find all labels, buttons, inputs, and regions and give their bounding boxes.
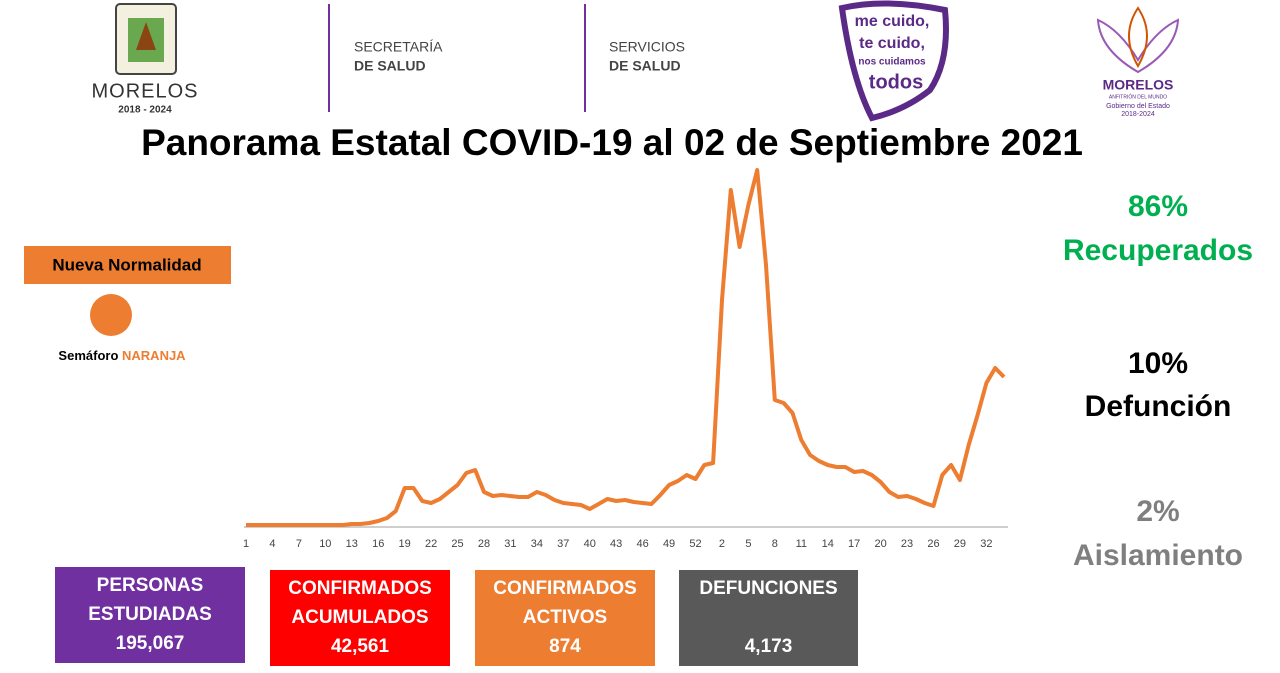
stat-percent: 86%: [1128, 190, 1188, 223]
chart: 1 4 7 10 13 16 19 22 25 28 31 34 37 40 43 46 49 52 2 5 8 11 14…: [243, 168, 1008, 550]
box-label: ACUMULADOS: [291, 607, 428, 628]
stat-percent: 2%: [1136, 495, 1179, 528]
x-tick-label: 26: [927, 538, 939, 550]
stats: 86% Recuperados 10% Defunción 2% Aislamiento: [1063, 190, 1253, 572]
stat-label: Recuperados: [1063, 234, 1253, 267]
slogan-frame: [838, 0, 949, 122]
stat-box: [475, 570, 655, 666]
x-tick-label: 1: [243, 538, 249, 550]
logo-text: MORELOS: [1103, 77, 1174, 93]
box-label: ACTIVOS: [523, 607, 607, 628]
x-tick-label: 32: [980, 538, 992, 550]
logo-text: DE SALUD: [609, 58, 681, 74]
x-tick-label: 4: [269, 538, 275, 550]
box-label: ESTUDIADAS: [88, 604, 212, 625]
slogan-text: nos cuidamos: [858, 57, 926, 68]
stat-percent: 10%: [1128, 347, 1188, 380]
box-label: PERSONAS: [97, 575, 204, 596]
x-tick-label: 29: [954, 538, 966, 550]
x-tick-label: 23: [901, 538, 913, 550]
x-tick-label: 31: [504, 538, 516, 550]
box-label: CONFIRMADOS: [288, 578, 432, 599]
slogan-logo: me cuido, te cuido, nos cuidamos todos: [838, 0, 949, 122]
stat-label: Defunción: [1085, 390, 1232, 423]
gobierno-logo: MORELOS ANFITRIÓN DEL MUNDO Gobierno del…: [1096, 6, 1180, 118]
x-tick-label: 20: [874, 538, 886, 550]
logo-text: SECRETARÍA: [354, 39, 443, 55]
x-tick-label: 25: [451, 538, 463, 550]
slogan-text: todos: [869, 71, 923, 93]
stat-box: [679, 570, 858, 666]
x-tick-label: 49: [663, 538, 675, 550]
x-tick-label: 11: [796, 538, 807, 550]
logo-years: 2018 - 2024: [118, 105, 172, 116]
box-value: 4,173: [745, 636, 793, 657]
semaforo-label: Semáforo: [58, 348, 118, 363]
shield-figure: [136, 22, 156, 50]
x-tick-label: 8: [772, 538, 778, 550]
x-tick-label: 16: [372, 538, 384, 550]
x-tick-label: 52: [689, 538, 701, 550]
boxes: PERSONAS ESTUDIADAS 195,067 CONFIRMADOS ACUM…: [55, 567, 858, 666]
semaforo-light: [90, 294, 132, 336]
x-tick-label: 28: [478, 538, 490, 550]
logo-text: 2018-2024: [1121, 111, 1155, 118]
x-tick-label: 13: [346, 538, 358, 550]
line-series: [246, 168, 1006, 527]
box-label: CONFIRMADOS: [493, 578, 637, 599]
x-tick-label: 7: [296, 538, 302, 550]
badge: [24, 246, 231, 284]
flower: [1096, 18, 1180, 74]
slogan-text: me cuido,: [855, 13, 930, 30]
badge-text: Nueva Normalidad: [52, 255, 201, 274]
logo-text: SERVICIOS: [609, 39, 685, 55]
x-tick-label: 37: [557, 538, 569, 550]
flower: [1128, 6, 1148, 68]
slogan-text: te cuido,: [859, 35, 925, 52]
morelos-logo: MORELOS 2018 - 2024: [91, 3, 198, 116]
x-tick-label: 17: [848, 538, 860, 550]
x-tick-label: 22: [425, 538, 437, 550]
x-tick-label: 10: [319, 538, 331, 550]
box-value: 195,067: [116, 633, 185, 654]
logo-text: Gobierno del Estado: [1106, 103, 1170, 110]
logo-text: ANFITRIÓN DEL MUNDO: [1109, 93, 1167, 100]
logo-text: DE SALUD: [354, 58, 426, 74]
x-tick-label: 19: [399, 538, 411, 550]
x-tick-label: 5: [745, 538, 751, 550]
x-tick-label: 46: [637, 538, 649, 550]
x-tick-label: 40: [584, 538, 596, 550]
box-value: 42,561: [331, 636, 390, 657]
stat-box: [270, 570, 450, 666]
box-label: DEFUNCIONES: [699, 578, 837, 599]
logo-text: MORELOS: [91, 80, 198, 102]
x-tick-label: 34: [531, 538, 543, 550]
title: Panorama Estatal COVID-19 al 02 de Septi…: [141, 122, 1083, 163]
stat-label: Aislamiento: [1073, 539, 1243, 572]
semaforo-text: Semáforo NARANJA: [58, 348, 186, 363]
box-value: 874: [549, 636, 581, 657]
x-tick-label: 43: [610, 538, 622, 550]
x-tick-label: 14: [822, 538, 834, 550]
x-tick-label: 2: [719, 538, 725, 550]
stat-box: [55, 567, 245, 663]
semaforo-color: NARANJA: [122, 348, 186, 363]
